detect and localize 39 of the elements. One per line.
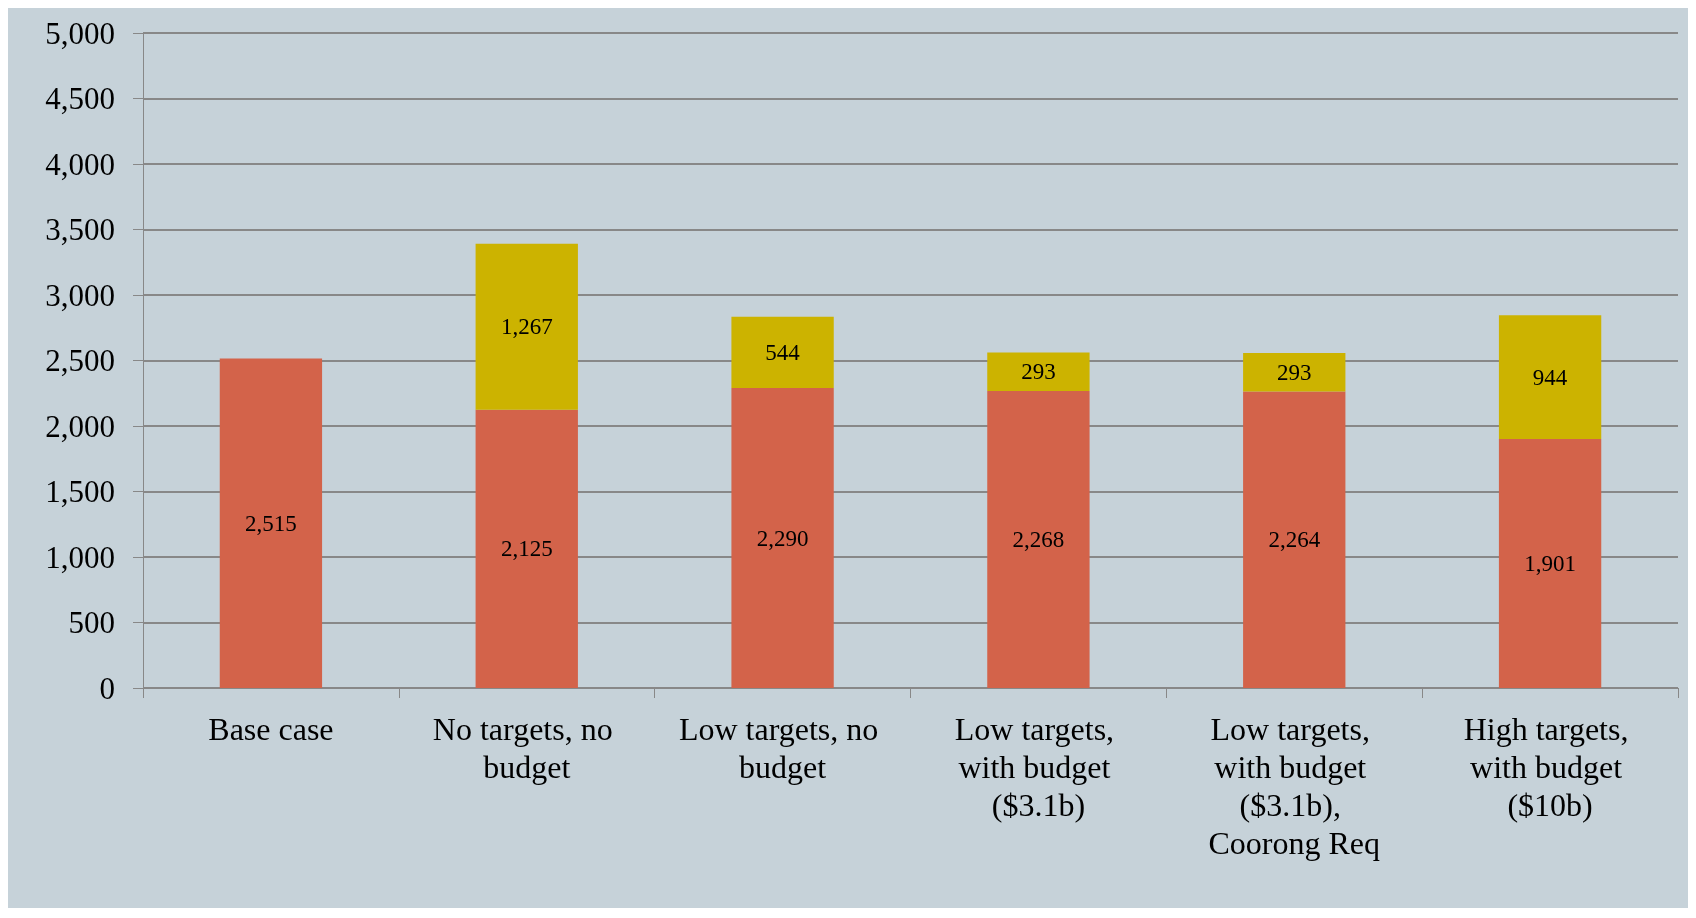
x-tick-label: Low targets, with budget ($3.1b): [954, 711, 1123, 823]
y-tick-label: 2,000: [45, 408, 115, 444]
x-tick-label: Base case: [208, 711, 334, 747]
bar: [1243, 391, 1346, 688]
y-tick-label: 3,000: [45, 277, 115, 313]
bar: [1243, 353, 1346, 392]
x-tick-label: High targets, with budget ($10b): [1463, 711, 1637, 823]
y-tick-label: 3,500: [45, 212, 115, 247]
y-tick-label: 1,000: [45, 539, 115, 575]
y-tick-label: 2,500: [45, 343, 115, 378]
data-label: 944: [1532, 364, 1568, 390]
data-label: 293: [1021, 359, 1056, 385]
bar: [731, 388, 834, 688]
y-tick-label: 1,500: [45, 474, 115, 509]
data-label: 2,268: [1012, 526, 1065, 552]
data-label: 2,264: [1268, 527, 1321, 553]
y-tick-label: 4,000: [45, 146, 115, 182]
y-tick-label: 4,500: [45, 81, 115, 116]
bar: [475, 409, 578, 688]
data-label: 293: [1277, 359, 1312, 385]
bar: [475, 243, 578, 410]
y-tick-label: 5,000: [45, 15, 115, 51]
data-label: 2,515: [245, 510, 297, 536]
x-tick-label: Low targets, with budget ($3.1b), Coorong Req: [1208, 711, 1381, 861]
data-label: 2,290: [756, 525, 809, 551]
data-label: 544: [765, 339, 801, 365]
x-tick-label: Low targets, no budget: [678, 711, 887, 785]
data-label: 1,267: [500, 314, 553, 340]
bar: [987, 390, 1090, 688]
x-tick-label: No targets, no budget: [432, 711, 621, 785]
y-tick-label: 0: [99, 670, 115, 706]
bar: [1498, 438, 1602, 688]
y-tick-label: 500: [68, 605, 115, 640]
data-label: 2,125: [500, 536, 553, 562]
bar: [219, 358, 323, 688]
data-label: 1,901: [1524, 550, 1576, 576]
bar: [1498, 315, 1602, 439]
bar: [987, 352, 1090, 391]
bar: [731, 316, 834, 389]
